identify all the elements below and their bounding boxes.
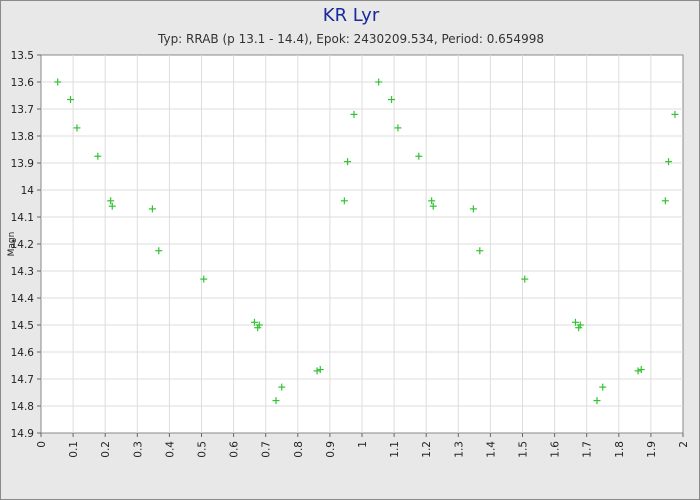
data-point [316, 366, 324, 374]
x-tick-label: 1.2 [421, 441, 433, 458]
x-tick-label: 0.2 [100, 441, 112, 458]
x-tick-label: 0.1 [68, 441, 80, 458]
data-point [593, 397, 601, 405]
y-tick-label: 14.8 [11, 401, 34, 413]
grid-lines [41, 55, 683, 433]
data-point [428, 197, 436, 205]
x-tick-label: 1.9 [646, 441, 658, 458]
x-tick-label: 1.1 [389, 441, 401, 458]
tick-marks [37, 54, 684, 437]
data-point [476, 247, 484, 255]
x-tick-label: 0.5 [197, 441, 209, 458]
data-point [429, 202, 437, 210]
x-tick-label: 0.9 [325, 441, 337, 458]
y-tick-label: 13.8 [11, 131, 34, 143]
x-tick-label: 0 [36, 441, 48, 448]
data-point [375, 78, 383, 86]
data-point [671, 110, 679, 118]
x-tick-label: 1 [357, 441, 369, 448]
y-tick-label: 14.5 [11, 320, 34, 332]
data-point [313, 367, 321, 375]
x-tick-label: 0.3 [132, 441, 144, 458]
y-tick-label: 14.3 [11, 266, 34, 278]
x-tick-labels: 0 0.1 0.2 0.3 0.4 0.5 0.6 0.7 0.8 0.9 1 1.1 1.2 1.3 1.… [36, 441, 690, 458]
x-tick-label: 0.8 [293, 441, 305, 458]
data-point [576, 321, 584, 329]
y-tick-label: 14.1 [11, 212, 34, 224]
y-tick-label: 13.6 [11, 77, 35, 89]
y-tick-label: 14.6 [11, 347, 35, 359]
data-points [54, 78, 679, 405]
y-tick-label: 14 [21, 185, 35, 197]
data-point [637, 366, 645, 374]
x-tick-label: 0.6 [229, 441, 241, 458]
data-point [415, 152, 423, 160]
data-point [250, 318, 258, 326]
x-tick-label: 1.8 [614, 441, 626, 458]
data-point [634, 367, 642, 375]
data-point [278, 383, 286, 391]
data-point [255, 321, 263, 329]
data-point [340, 197, 348, 205]
y-tick-labels: 13.5 13.6 13.7 13.8 13.9 14 14.1 14.2 14.3 14.4 14… [11, 50, 35, 440]
chart-subtitle: Typ: RRAB (p 13.1 - 14.4), Epok: 2430209… [158, 32, 544, 46]
data-point [599, 383, 607, 391]
data-point [344, 158, 352, 166]
y-tick-label: 14.9 [11, 428, 34, 440]
x-tick-label: 1.7 [582, 441, 594, 458]
x-tick-label: 1.6 [550, 441, 562, 458]
x-tick-label: 1.5 [518, 441, 530, 458]
data-point [155, 247, 163, 255]
data-point [571, 318, 579, 326]
data-point [108, 202, 116, 210]
data-point [73, 124, 81, 132]
y-tick-label: 13.9 [11, 158, 34, 170]
y-tick-label: 14.4 [11, 293, 35, 305]
data-point [661, 197, 669, 205]
data-point [67, 96, 75, 104]
x-tick-label: 0.4 [164, 441, 176, 458]
data-point [94, 152, 102, 160]
data-point [54, 78, 62, 86]
data-point [665, 158, 673, 166]
data-point [107, 197, 115, 205]
data-point [521, 275, 529, 283]
y-tick-label: 14.2 [11, 239, 34, 251]
y-tick-label: 14.7 [11, 374, 34, 386]
data-point [272, 397, 280, 405]
y-axis-label: Magn [7, 232, 17, 257]
x-tick-label: 1.4 [485, 441, 497, 458]
y-tick-label: 13.7 [11, 104, 34, 116]
data-point [148, 205, 156, 213]
chart-title: KR Lyr [322, 5, 380, 26]
x-tick-label: 0.7 [261, 441, 273, 458]
data-point [394, 124, 402, 132]
x-tick-label: 2 [678, 441, 690, 448]
y-tick-label: 13.5 [11, 50, 34, 62]
data-point [200, 275, 208, 283]
data-point [388, 96, 396, 104]
data-point [469, 205, 477, 213]
x-tick-label: 1.3 [453, 441, 465, 458]
data-point [350, 110, 358, 118]
